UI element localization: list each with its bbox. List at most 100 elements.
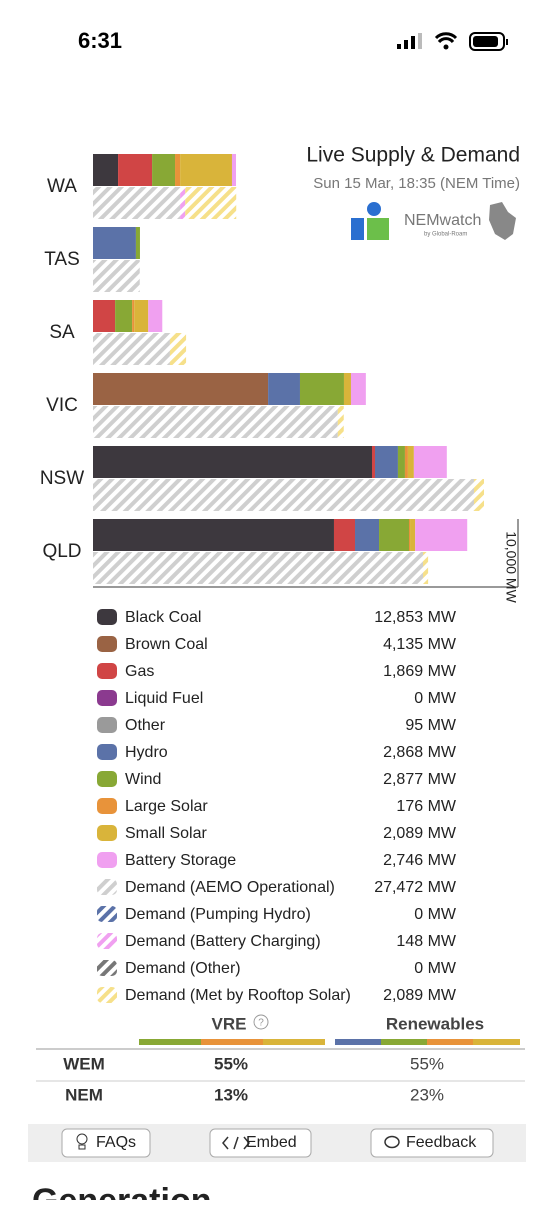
legend-total: 176 MW — [396, 798, 456, 815]
bar-segment — [343, 373, 351, 405]
bar-segment — [93, 519, 334, 551]
legend-label: Liquid Fuel — [125, 690, 203, 707]
legend-label: Large Solar — [125, 798, 208, 815]
button-label[interactable]: FAQs — [96, 1134, 136, 1151]
legend-label: Demand (Battery Charging) — [125, 933, 321, 950]
bar-segment — [180, 187, 186, 219]
bar-segment — [93, 446, 373, 478]
faqs-button[interactable]: FAQs — [61, 1128, 151, 1158]
legend-swatch — [97, 636, 117, 652]
y-tick-label: QLD — [42, 541, 81, 562]
legend-swatch — [97, 771, 117, 787]
row-header: NEM — [65, 1085, 103, 1104]
logo-byline: by Global-Roam — [424, 232, 467, 238]
legend-label: Brown Coal — [125, 636, 208, 653]
legend-total: 1,869 MW — [383, 663, 457, 680]
button-label[interactable]: Embed — [246, 1134, 297, 1151]
bar-segment — [134, 300, 149, 332]
svg-text:?: ? — [258, 1018, 264, 1029]
bar-segment — [93, 552, 424, 584]
legend-label: Black Coal — [125, 609, 201, 626]
legend-total: 2,746 MW — [383, 852, 457, 869]
legend-swatch — [97, 852, 117, 868]
status-icons — [397, 32, 508, 51]
bar-segment — [423, 552, 429, 584]
legend-label: Gas — [125, 663, 154, 680]
legend-total: 2,868 MW — [383, 744, 457, 761]
embed-button[interactable]: Embed — [209, 1128, 312, 1158]
legend-total: 12,853 MW — [374, 609, 457, 626]
y-tick-label: WA — [47, 176, 77, 197]
legend-label: Demand (Other) — [125, 960, 241, 977]
legend-total: 2,877 MW — [383, 771, 457, 788]
legend-total: 0 MW — [414, 690, 457, 707]
y-tick-label: SA — [49, 322, 75, 343]
bar-segment — [175, 154, 181, 186]
legend-swatch — [97, 798, 117, 814]
chart: 10,000 MW WA TAS SA VIC NSW QLD — [40, 154, 519, 604]
bar-segment — [374, 446, 398, 478]
bar-segment — [115, 300, 133, 332]
bar-segment — [135, 227, 140, 259]
legend-total: 0 MW — [414, 960, 457, 977]
bar-segment — [93, 187, 181, 219]
legend: Black Coal 12,853 MW Brown Coal 4,135 MW Gas… — [97, 609, 457, 1004]
y-tick-label: VIC — [46, 395, 78, 416]
legend-swatch — [97, 609, 117, 625]
bar-segment — [93, 154, 119, 186]
vre-table: ? VRE Renewables WEM 55% 55% NEM 13% 23% — [36, 1014, 525, 1104]
bar-segment — [299, 373, 344, 405]
bar-segment — [93, 260, 140, 292]
bar-segment — [408, 519, 411, 551]
bar-segment — [413, 446, 447, 478]
cell: 23% — [410, 1085, 444, 1104]
legend-swatch — [97, 879, 117, 895]
legend-swatch — [97, 933, 117, 949]
bar-segment — [93, 406, 338, 438]
bar-segment — [410, 519, 416, 551]
section-heading: Generation — [32, 1182, 211, 1200]
logo — [351, 202, 516, 240]
column-header: VRE — [212, 1014, 247, 1033]
bar-segment — [379, 519, 409, 551]
cell: 13% — [214, 1085, 248, 1104]
legend-total: 4,135 MW — [383, 636, 457, 653]
legend-label: Wind — [125, 771, 161, 788]
legend-total: 2,089 MW — [383, 825, 457, 842]
bar-segment — [231, 154, 237, 186]
legend-label: Other — [125, 717, 166, 734]
bar-segment — [415, 519, 468, 551]
chart-title: Live Supply & Demand — [306, 144, 520, 167]
y-tick-label: TAS — [44, 249, 80, 270]
feedback-button[interactable]: Feedback — [370, 1128, 494, 1158]
legend-swatch — [97, 825, 117, 841]
bar-segment — [404, 446, 408, 478]
bar-segment — [397, 446, 405, 478]
legend-label: Demand (AEMO Operational) — [125, 879, 335, 896]
button-label[interactable]: Feedback — [406, 1134, 477, 1151]
legend-label: Demand (Met by Rooftop Solar) — [125, 987, 351, 1004]
bar-segment — [350, 373, 366, 405]
bar-segment — [337, 406, 344, 438]
bar-segment — [93, 227, 136, 259]
legend-swatch — [97, 663, 117, 679]
cell: 55% — [410, 1054, 444, 1073]
bar-segment — [93, 479, 475, 511]
bar-segment — [372, 446, 375, 478]
bar-segment — [180, 154, 232, 186]
legend-swatch — [97, 690, 117, 706]
legend-total: 27,472 MW — [374, 879, 457, 896]
legend-total: 0 MW — [414, 906, 457, 923]
column-header: Renewables — [386, 1014, 484, 1033]
bar-segment — [355, 519, 380, 551]
bar-segment — [185, 187, 237, 219]
bar-segment — [148, 300, 163, 332]
legend-swatch — [97, 717, 117, 733]
x-tick-label: 10,000 MW — [503, 531, 519, 603]
logo-name: NEMwatch — [404, 212, 481, 229]
cell: 55% — [214, 1054, 248, 1073]
legend-total: 2,089 MW — [383, 987, 457, 1004]
bar-segment — [132, 300, 135, 332]
legend-swatch — [97, 987, 117, 1003]
legend-label: Hydro — [125, 744, 168, 761]
